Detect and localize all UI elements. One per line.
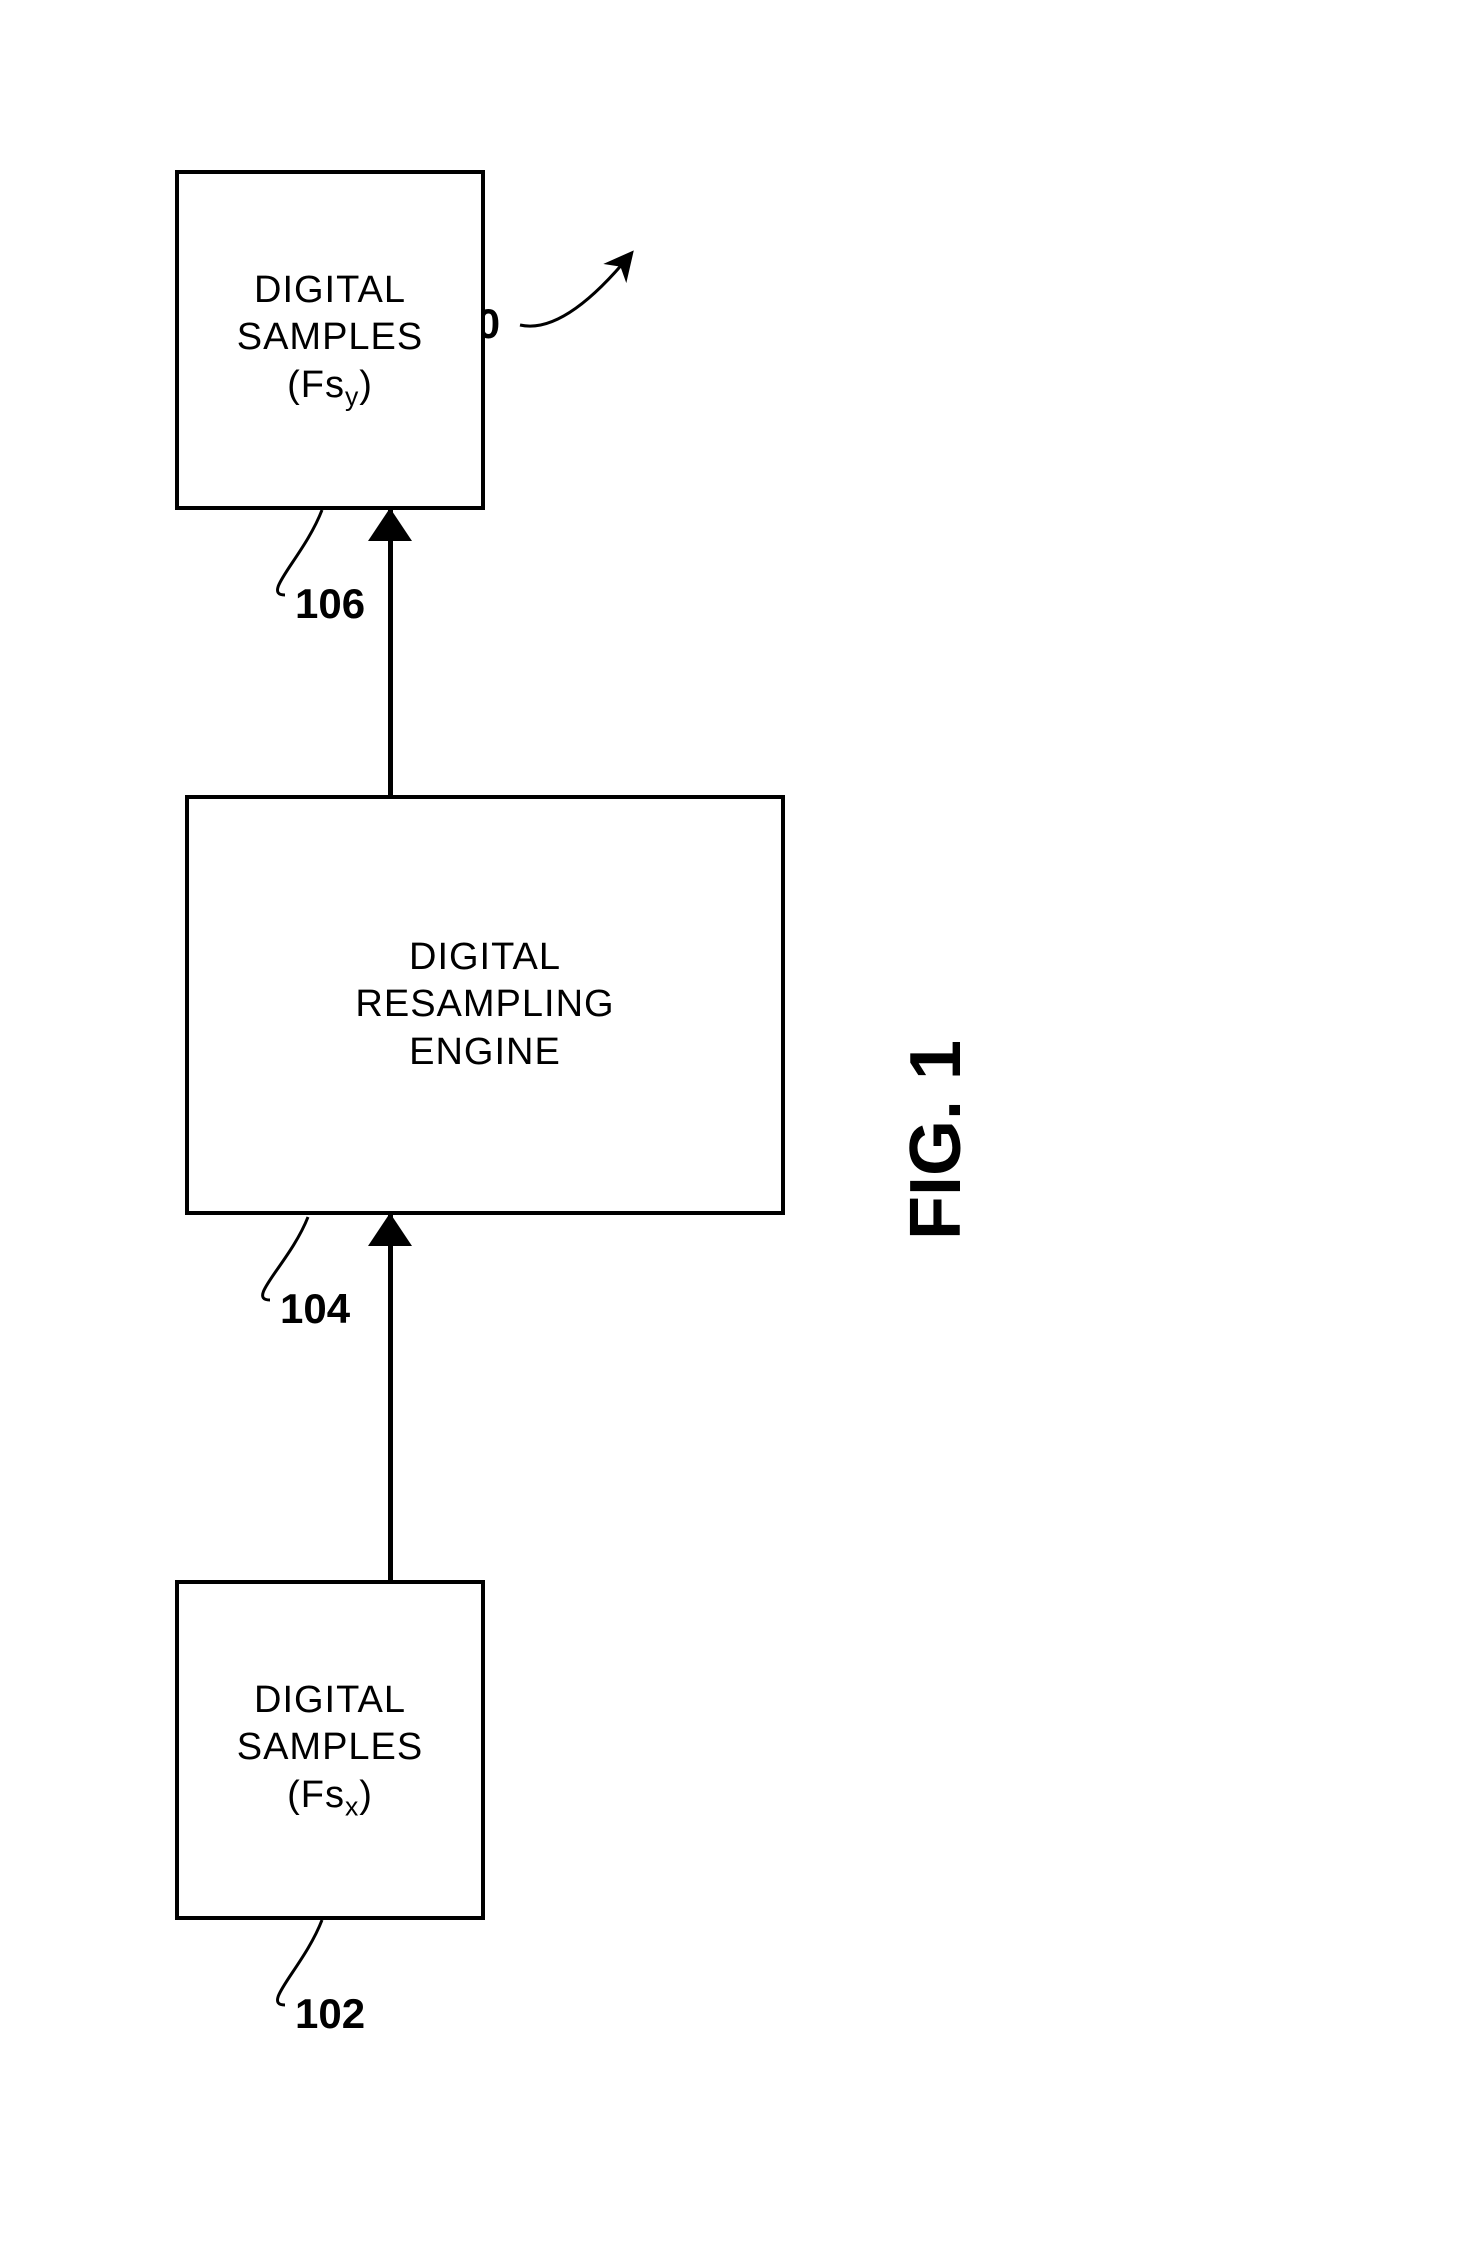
engine-line1: DIGITAL	[409, 934, 561, 982]
output-rate: (Fsy)	[287, 362, 373, 414]
input-line1: DIGITAL	[254, 1677, 406, 1725]
output-rate-prefix: (Fs	[287, 364, 345, 406]
input-rate-suffix: )	[359, 1774, 373, 1816]
engine-line2: RESAMPLING	[355, 981, 614, 1029]
output-block: DIGITAL SAMPLES (Fsy)	[175, 170, 485, 510]
diagram-canvas: 100 DIGITAL SAMPLES (Fsx) 102 DIGITAL RE…	[0, 0, 1468, 2262]
engine-line3: ENGINE	[409, 1029, 561, 1077]
input-rate-prefix: (Fs	[287, 1774, 345, 1816]
engine-ref-label: 104	[280, 1285, 350, 1333]
input-line2: SAMPLES	[237, 1724, 424, 1772]
input-rate-sub: x	[345, 1791, 359, 1821]
output-rate-sub: y	[345, 381, 359, 411]
input-rate: (Fsx)	[287, 1772, 373, 1824]
system-ref-arrow	[510, 235, 660, 365]
figure-caption: FIG. 1	[895, 1040, 977, 1240]
output-rate-suffix: )	[359, 364, 373, 406]
input-block: DIGITAL SAMPLES (Fsx)	[175, 1580, 485, 1920]
output-ref-label: 106	[295, 580, 365, 628]
engine-block: DIGITAL RESAMPLING ENGINE	[185, 795, 785, 1215]
output-line2: SAMPLES	[237, 314, 424, 362]
input-ref-label: 102	[295, 1990, 365, 2038]
output-line1: DIGITAL	[254, 267, 406, 315]
